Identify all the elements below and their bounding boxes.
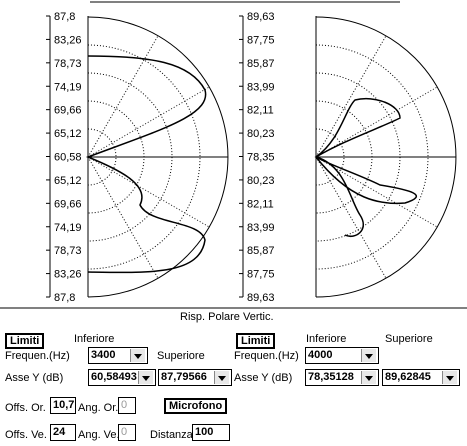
freq-select[interactable]: 4000: [305, 347, 379, 364]
tick-label: 83,99: [247, 81, 275, 93]
tick-label: 83,99: [247, 222, 275, 234]
limits-button[interactable]: Limiti: [5, 333, 45, 349]
outer-arc: [315, 16, 457, 298]
grid-arc: [87, 100, 145, 214]
tick-label: 87,75: [247, 34, 275, 46]
tick-label: 60,58: [54, 152, 82, 164]
tick-label: 74,19: [54, 222, 82, 234]
label: Asse Y (dB): [234, 372, 293, 384]
label: Ang. Or.: [78, 402, 119, 414]
tick-label: 69,66: [54, 198, 82, 210]
input: 0: [118, 397, 136, 414]
input[interactable]: 10,7: [50, 397, 76, 414]
label: Ang. Ve.: [78, 429, 120, 441]
tick-label: 69,66: [54, 105, 82, 117]
grid-spoke: [87, 35, 159, 158]
tick-label: 82,11: [247, 198, 274, 210]
tick-label: 87,75: [247, 269, 275, 281]
grid-spoke: [87, 156, 210, 228]
tick-label: 65,12: [54, 128, 82, 140]
label: Offs. Or.: [5, 402, 46, 414]
outer-arc: [87, 16, 229, 298]
tick-label: 87,8: [54, 292, 75, 304]
tick-label: 78,73: [54, 245, 82, 257]
mic-button[interactable]: Microfono: [164, 398, 228, 414]
limits-button[interactable]: Limiti: [236, 333, 276, 349]
label: Offs. Ve.: [5, 429, 47, 441]
grid-spoke: [87, 86, 210, 158]
caption: Risp. Polare Vertic.: [180, 311, 274, 323]
tick-label: 78,73: [54, 58, 82, 70]
label: Frequen.(Hz): [5, 350, 70, 362]
tick-label: 80,23: [247, 128, 275, 140]
tick-label: 89,63: [247, 292, 275, 304]
tick-label: 78,35: [247, 152, 275, 164]
input[interactable]: 100: [192, 424, 230, 441]
input: 0: [118, 424, 136, 441]
tick-label: 82,11: [247, 105, 274, 117]
grid-arc: [315, 100, 373, 214]
tick-label: 74,19: [54, 81, 82, 93]
grid-spoke: [315, 156, 438, 228]
tick-label: 89,63: [247, 11, 275, 23]
tick-label: 85,87: [247, 245, 275, 257]
y-upper-select[interactable]: 89,62845: [382, 369, 460, 386]
y-lower-select[interactable]: 78,35128: [305, 369, 379, 386]
label: Asse Y (dB): [5, 372, 64, 384]
grid-spoke: [315, 156, 387, 279]
tick-label: 65,12: [54, 175, 82, 187]
label: Inferiore: [306, 333, 347, 345]
label: Distanza: [150, 429, 193, 441]
grid-spoke: [87, 156, 159, 279]
tick-label: 83,26: [54, 269, 82, 281]
tick-label: 80,23: [247, 175, 275, 187]
tick-label: 85,87: [247, 58, 275, 70]
label: Inferiore: [74, 333, 115, 345]
tick-label: 83,26: [54, 34, 82, 46]
label: Superiore: [385, 333, 433, 345]
tick-label: 87,8: [54, 11, 75, 23]
label: Frequen.(Hz): [234, 350, 299, 362]
y-upper-select[interactable]: 87,79566: [158, 369, 232, 386]
grid-spoke: [315, 35, 387, 158]
label: Superiore: [157, 350, 205, 362]
input[interactable]: 24: [50, 424, 76, 441]
grid-spoke: [315, 86, 438, 158]
